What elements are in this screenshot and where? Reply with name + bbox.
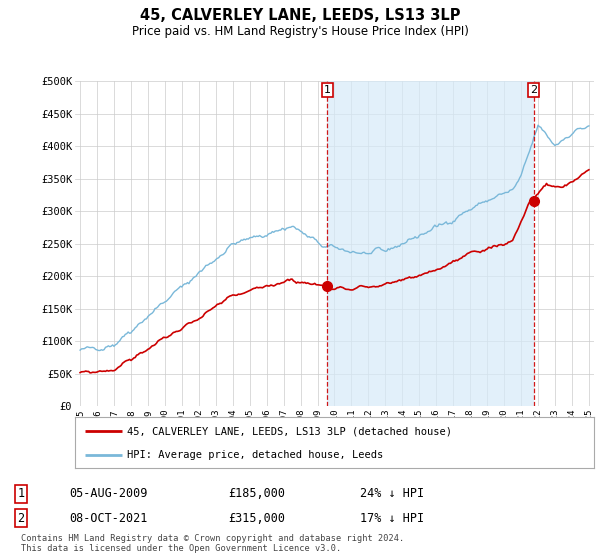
Bar [328,81,534,406]
Text: HPI: Average price, detached house, Leeds: HPI: Average price, detached house, Leed… [127,450,383,460]
Text: Contains HM Land Registry data © Crown copyright and database right 2024.
This d: Contains HM Land Registry data © Crown c… [21,534,404,553]
Text: £185,000: £185,000 [228,487,285,501]
Text: 1: 1 [324,85,331,95]
Text: 2: 2 [530,85,538,95]
Text: 08-OCT-2021: 08-OCT-2021 [69,511,148,525]
Text: 05-AUG-2009: 05-AUG-2009 [69,487,148,501]
Text: 2: 2 [17,511,25,525]
Text: 1: 1 [17,487,25,501]
Text: 45, CALVERLEY LANE, LEEDS, LS13 3LP: 45, CALVERLEY LANE, LEEDS, LS13 3LP [140,8,460,24]
Text: Price paid vs. HM Land Registry's House Price Index (HPI): Price paid vs. HM Land Registry's House … [131,25,469,38]
Text: 17% ↓ HPI: 17% ↓ HPI [360,511,424,525]
Text: 45, CALVERLEY LANE, LEEDS, LS13 3LP (detached house): 45, CALVERLEY LANE, LEEDS, LS13 3LP (det… [127,426,452,436]
Text: £315,000: £315,000 [228,511,285,525]
Text: 24% ↓ HPI: 24% ↓ HPI [360,487,424,501]
